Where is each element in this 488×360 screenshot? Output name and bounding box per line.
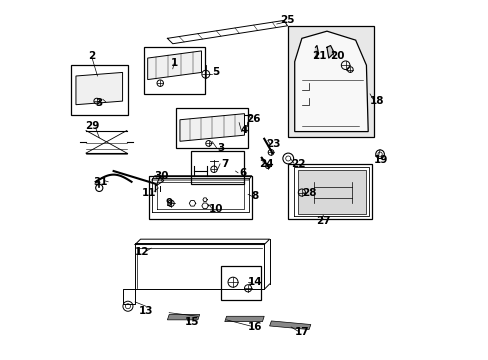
Bar xyxy=(287,26,373,137)
Bar xyxy=(190,151,244,184)
Text: 22: 22 xyxy=(290,159,305,169)
Bar xyxy=(144,47,204,94)
Bar xyxy=(221,266,260,300)
Text: 9: 9 xyxy=(165,198,172,208)
Text: 19: 19 xyxy=(373,155,387,165)
Bar xyxy=(176,108,247,148)
Text: 27: 27 xyxy=(315,216,330,226)
Text: 17: 17 xyxy=(294,327,308,337)
Text: 21: 21 xyxy=(312,51,326,61)
Polygon shape xyxy=(180,114,244,141)
Text: 10: 10 xyxy=(208,204,223,214)
Text: 14: 14 xyxy=(247,277,262,287)
Text: 8: 8 xyxy=(251,191,258,201)
Bar xyxy=(70,65,128,116)
Text: 29: 29 xyxy=(85,121,99,131)
Bar xyxy=(287,164,371,220)
Text: 13: 13 xyxy=(139,306,153,316)
Text: 16: 16 xyxy=(247,322,262,332)
Polygon shape xyxy=(294,31,367,132)
Polygon shape xyxy=(298,170,366,214)
Text: 11: 11 xyxy=(142,188,156,198)
Text: 1: 1 xyxy=(171,58,178,68)
Bar xyxy=(287,26,373,137)
Text: 18: 18 xyxy=(369,96,384,106)
Text: 26: 26 xyxy=(246,114,260,124)
Polygon shape xyxy=(326,45,333,58)
Text: 15: 15 xyxy=(185,317,199,327)
Bar xyxy=(149,176,251,220)
Polygon shape xyxy=(76,72,122,105)
Text: 6: 6 xyxy=(239,168,246,178)
Text: 30: 30 xyxy=(155,171,169,181)
Text: 3: 3 xyxy=(96,98,102,108)
Text: 24: 24 xyxy=(258,159,273,169)
Text: 23: 23 xyxy=(265,139,280,149)
Polygon shape xyxy=(167,315,199,320)
Text: 7: 7 xyxy=(221,159,228,169)
Text: 12: 12 xyxy=(135,247,149,257)
Polygon shape xyxy=(315,45,317,58)
Polygon shape xyxy=(224,316,264,321)
Polygon shape xyxy=(147,51,201,80)
Text: 4: 4 xyxy=(240,125,248,135)
Text: 2: 2 xyxy=(88,51,96,61)
Text: 31: 31 xyxy=(94,177,108,187)
Polygon shape xyxy=(155,176,163,186)
Polygon shape xyxy=(269,321,310,329)
Text: 5: 5 xyxy=(212,67,219,77)
Text: 28: 28 xyxy=(301,188,316,198)
Text: 25: 25 xyxy=(280,15,294,26)
Text: 20: 20 xyxy=(330,51,344,61)
Text: 3: 3 xyxy=(217,143,224,153)
